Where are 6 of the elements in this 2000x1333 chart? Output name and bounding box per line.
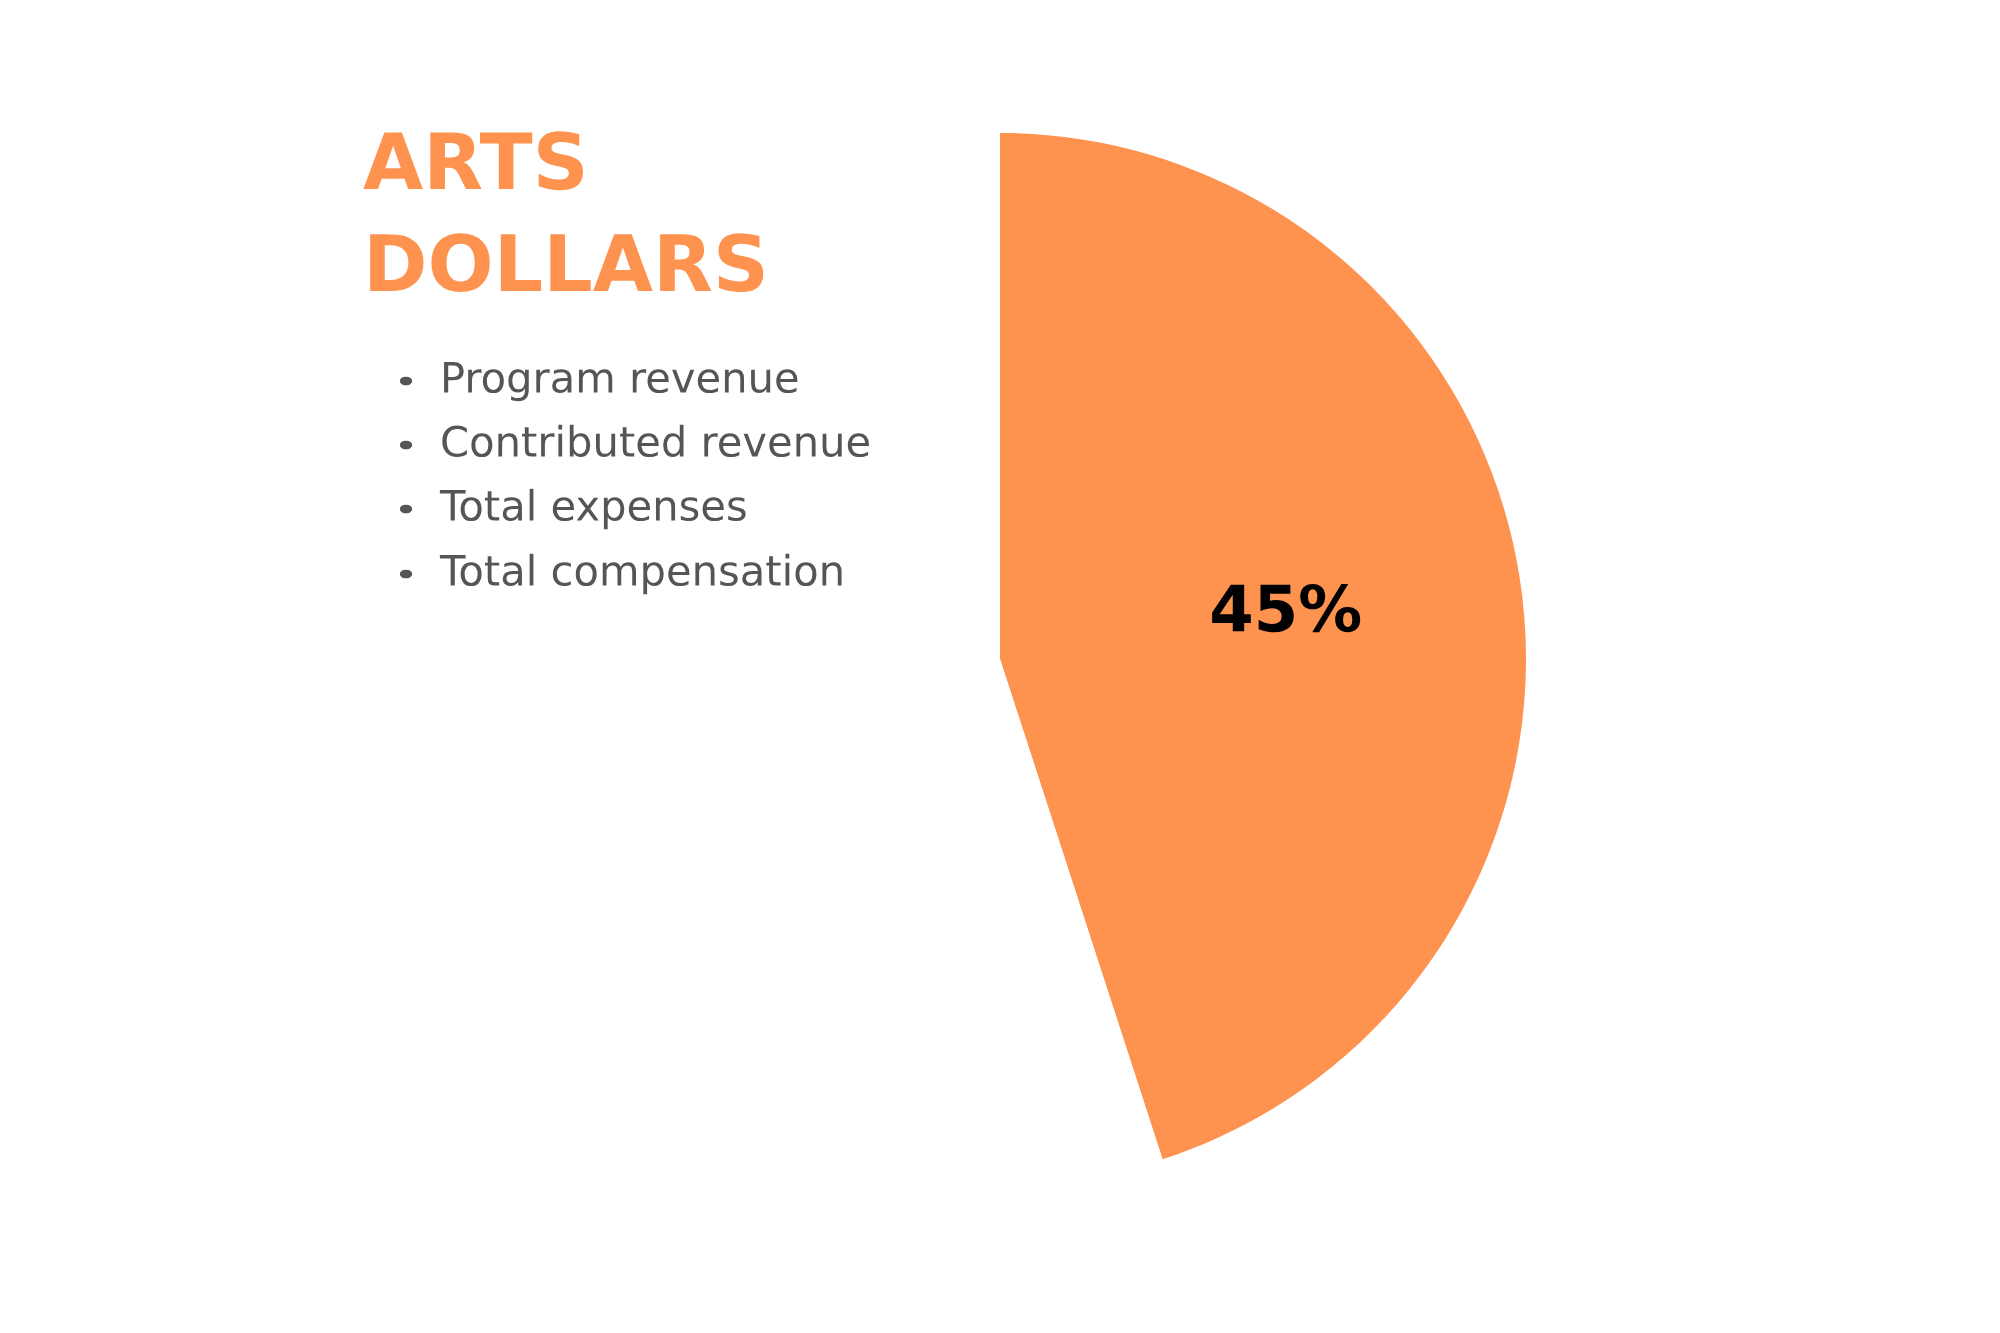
text: ARTS DOLLARS (363, 131, 764, 293)
text: Program revenue (444, 362, 798, 402)
text: Total compensation (439, 553, 842, 595)
data-label: 45% (1212, 583, 1361, 633)
text: Total expenses (439, 488, 746, 530)
text: Contributed revenue (442, 424, 869, 458)
